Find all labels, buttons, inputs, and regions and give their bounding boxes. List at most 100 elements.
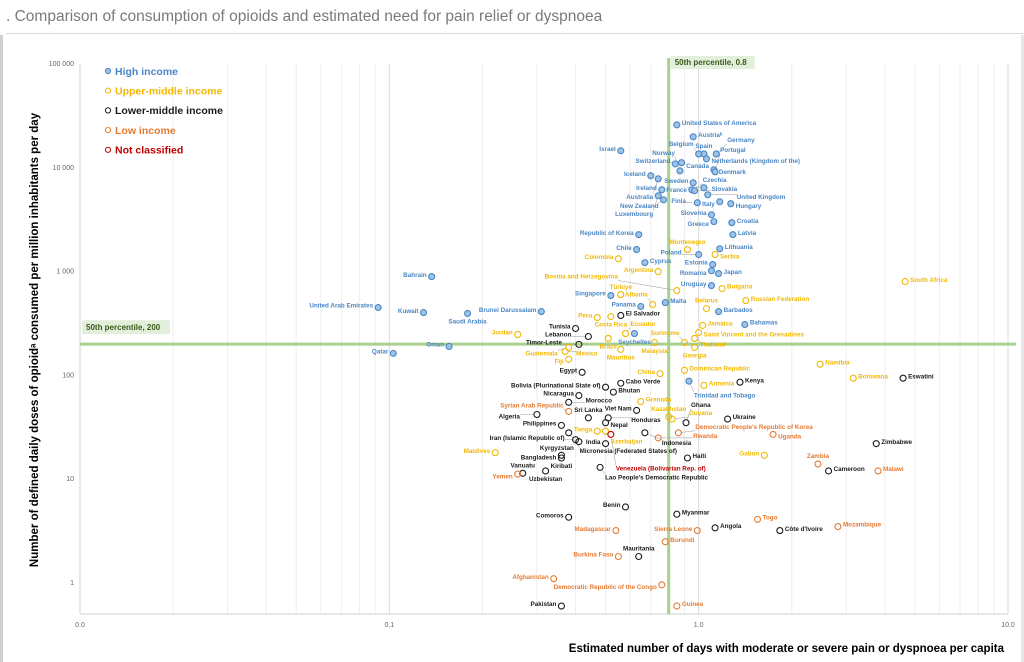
point-marker (707, 267, 716, 275)
point-marker (711, 168, 719, 176)
point-label: Estonia (685, 260, 708, 267)
x-axis-label: Estimated number of days with moderate o… (569, 643, 1005, 655)
point-label: Lebanon (545, 332, 571, 339)
point-label: Zambia (807, 453, 830, 460)
point-marker (635, 552, 643, 561)
point-label: Peru (578, 313, 592, 320)
point-marker (609, 388, 617, 396)
point-marker (668, 415, 676, 423)
point-marker (641, 259, 649, 267)
point-label: Malaysia (641, 348, 668, 355)
point-marker (463, 309, 472, 318)
point-marker (519, 469, 527, 477)
point-label: Seychelles (618, 339, 651, 346)
point-label: Myanmar (682, 509, 710, 516)
point-marker (565, 513, 573, 521)
point-marker (702, 304, 711, 313)
point-label: Algeria (499, 414, 521, 421)
point-label: Vanuatu (511, 462, 536, 469)
point-marker (874, 467, 882, 475)
point-marker (593, 427, 601, 435)
point-label: Grenada (646, 397, 672, 404)
leader-line (686, 408, 692, 420)
point-label: Trinidad and Tobago (694, 392, 756, 399)
point-label: Bahamas (750, 320, 778, 327)
point-label: Dominican Republic (690, 365, 751, 372)
point-label: China (638, 369, 656, 376)
point-marker (901, 278, 909, 286)
point-marker (565, 429, 573, 437)
point-label: Norway (652, 150, 675, 157)
legend-item: Not classified (104, 145, 183, 157)
legend-item: High income (104, 66, 178, 78)
legend-item: Upper-middle income (104, 86, 223, 98)
point-label: Poland (661, 250, 682, 257)
point-label: Belgium (669, 141, 694, 148)
legend-item: Low income (104, 125, 176, 137)
point-label: Cyprus (650, 258, 672, 265)
point-label: Ukraine (733, 414, 757, 421)
point-label: Cameroon (834, 466, 865, 473)
point-marker (647, 172, 655, 180)
legend-label: Lower-middle income (115, 105, 223, 117)
point-label: Jamaica (708, 321, 733, 328)
point-marker (621, 503, 630, 511)
point-label: Comoros (536, 512, 564, 519)
point-marker (550, 575, 558, 583)
point-label: Ireland (636, 185, 657, 192)
leader-line (611, 437, 617, 466)
percentile-label-y: 50th percentile, 200 (86, 323, 161, 332)
point-marker (849, 374, 857, 382)
point-label: El Salvador (626, 311, 661, 318)
point-label: Indonesia (662, 440, 692, 447)
legend: High income Upper-middle income Lower-midd… (104, 66, 223, 157)
point-label: Iran (Islamic Republic of) (490, 435, 565, 442)
point-label: Singapore (575, 291, 606, 298)
point-label: Albania (625, 292, 648, 299)
point-label: Bhutan (618, 387, 640, 394)
point-label: Burundi (670, 537, 694, 544)
point-marker (542, 467, 550, 475)
point-label: Denmark (719, 169, 746, 176)
point-label: Belarus (695, 298, 719, 305)
legend-marker-icon (104, 87, 112, 94)
legend-label: Upper-middle income (115, 86, 223, 98)
leader-line (675, 416, 690, 419)
point-label: Kuwait (398, 308, 420, 315)
point-marker (769, 430, 777, 438)
point-marker (635, 231, 643, 239)
point-label: Bosnia and Herzegovina (545, 274, 619, 281)
point-label: Mauritania (623, 546, 655, 553)
point-marker (596, 463, 604, 471)
point-label: Colombia (585, 254, 614, 261)
point-label: India (586, 439, 601, 446)
point-marker (718, 284, 726, 293)
point-marker (617, 311, 625, 320)
point-label: Bulgaria (727, 284, 753, 291)
point-label: Fiji (555, 358, 564, 365)
point-marker (691, 187, 699, 195)
point-label: Tonga (574, 426, 593, 433)
point-marker (428, 273, 436, 281)
leader-line (715, 153, 721, 169)
point-marker (661, 538, 669, 546)
point-marker (649, 300, 657, 309)
point-label: Saint Vincent and the Grenadines (704, 332, 805, 339)
point-label: Israel (599, 146, 616, 153)
point-label: Finla… (671, 198, 692, 205)
y-axis-label: Number of defined daily doses of opioidᵃ… (29, 112, 41, 567)
legend-item: Lower-middle income (104, 105, 223, 117)
point-label: Madagascar (574, 526, 611, 533)
point-marker (683, 454, 692, 462)
point-label: Romania (680, 270, 707, 277)
point-marker (693, 527, 701, 535)
point-marker (695, 150, 703, 158)
point-marker (661, 299, 669, 307)
point-label: Kiribati (551, 463, 573, 470)
point-label: Türkiye (610, 284, 633, 291)
point-label: Lithuania (725, 244, 753, 251)
point-marker (654, 268, 662, 276)
point-label: Angola (720, 523, 742, 530)
y-tick-label: 1 000 (56, 269, 74, 276)
y-tick-label: 100 000 (49, 61, 74, 68)
